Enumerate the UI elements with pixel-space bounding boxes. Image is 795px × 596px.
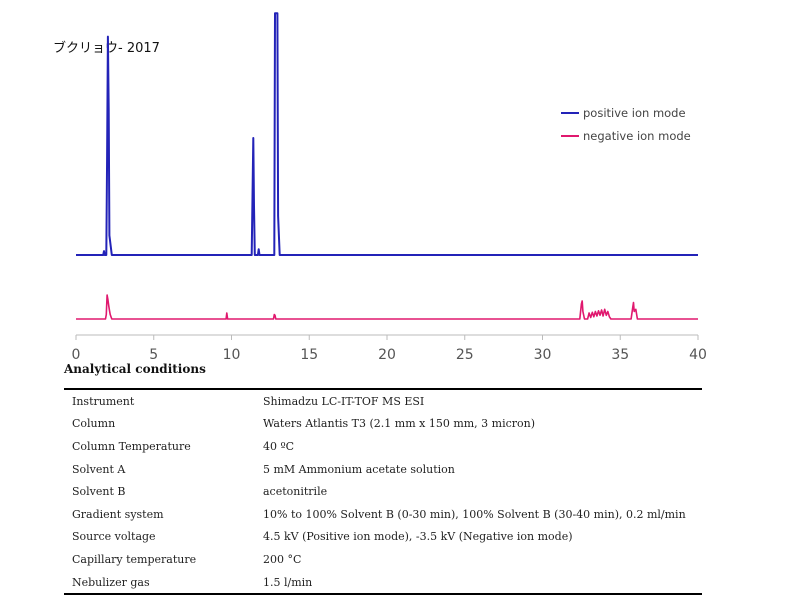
x-axis-ticks: 0 5 10 15 20 25 30 35 40	[72, 335, 707, 363]
row-value: Waters Atlantis T3 (2.1 mm x 150 mm, 3 m…	[263, 417, 536, 431]
x-tick-label: 10	[223, 347, 241, 363]
x-tick-label: 30	[534, 347, 552, 363]
chart-title: ブクリョウ- 2017	[53, 40, 160, 56]
row-value: 10% to 100% Solvent B (0-30 min), 100% S…	[263, 507, 686, 521]
row-key: Nebulizer gas	[72, 575, 150, 589]
x-tick-label: 40	[689, 347, 707, 363]
table-row: Nebulizer gas 1.5 l/min	[64, 571, 702, 595]
table-row: Source voltage 4.5 kV (Positive ion mode)…	[64, 526, 702, 549]
row-key: Column Temperature	[72, 439, 191, 453]
row-key: Instrument	[72, 394, 135, 408]
table-row: Capillary temperature 200 °C	[64, 548, 702, 571]
row-key: Column	[72, 417, 116, 431]
table-row: Solvent A 5 mM Ammonium acetate solution	[64, 458, 702, 481]
table-row: Column Temperature 40 ºC	[64, 435, 702, 458]
positive-ion-trace	[76, 12, 698, 256]
row-value: 4.5 kV (Positive ion mode), -3.5 kV (Neg…	[263, 530, 573, 544]
chromatogram-chart: ブクリョウ- 2017 positive ion mode negative i…	[53, 12, 707, 363]
legend-label-negative: negative ion mode	[583, 129, 691, 143]
row-key: Solvent A	[72, 462, 126, 476]
row-value: 5 mM Ammonium acetate solution	[263, 462, 455, 476]
x-tick-label: 35	[611, 347, 629, 363]
x-tick-label: 5	[149, 347, 158, 363]
row-key: Gradient system	[72, 507, 164, 521]
legend-label-positive: positive ion mode	[583, 106, 686, 120]
row-value: 200 °C	[263, 552, 302, 566]
row-value: 1.5 l/min	[263, 575, 313, 589]
row-key: Capillary temperature	[72, 552, 197, 566]
x-tick-label: 25	[456, 347, 474, 363]
conditions-table: Instrument Shimadzu LC-IT-TOF MS ESI Colu…	[64, 388, 702, 596]
table-row: Gradient system 10% to 100% Solvent B (0-…	[64, 503, 702, 526]
table-row: Instrument Shimadzu LC-IT-TOF MS ESI	[64, 389, 702, 413]
row-value: 40 ºC	[263, 439, 295, 453]
row-value: acetonitrile	[263, 485, 328, 499]
x-tick-label: 15	[300, 347, 318, 363]
table-row: Column Waters Atlantis T3 (2.1 mm x 150 m…	[64, 413, 702, 436]
x-tick-label: 20	[378, 347, 396, 363]
conditions-heading: Analytical conditions	[64, 362, 206, 376]
table-row: Solvent B acetonitrile	[64, 480, 702, 503]
row-value: Shimadzu LC-IT-TOF MS ESI	[263, 394, 425, 408]
row-key: Source voltage	[72, 530, 156, 544]
x-tick-label: 0	[72, 347, 81, 363]
negative-ion-trace	[76, 294, 698, 320]
row-key: Solvent B	[72, 485, 126, 499]
